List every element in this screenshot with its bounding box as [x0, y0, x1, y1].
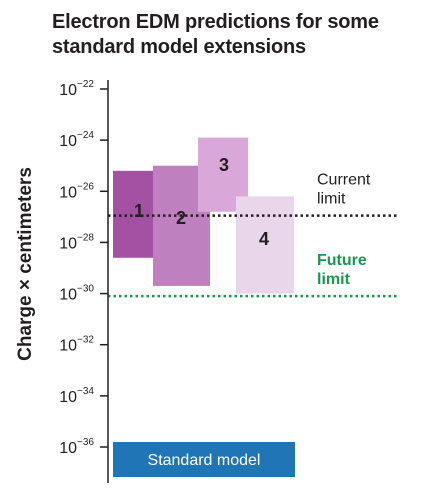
standard-model-label: Standard model	[148, 452, 261, 469]
range-bar-4	[236, 196, 294, 294]
chart-title-line-1: Electron EDM predictions for some	[52, 11, 379, 33]
chart-title-line-2: standard model extensions	[52, 36, 306, 58]
y-tick-label: 10−24	[59, 130, 94, 150]
future-limit-label: limit	[317, 271, 351, 288]
y-tick-label: 10−36	[59, 437, 94, 457]
y-tick-label: 10−22	[59, 79, 94, 99]
range-bar-label-3: 3	[219, 155, 229, 175]
range-bar-label-2: 2	[176, 208, 186, 228]
current-limit-label: limit	[317, 191, 346, 208]
y-tick-label: 10−26	[59, 181, 94, 201]
y-tick-label: 10−32	[59, 335, 94, 355]
y-tick-label: 10−34	[59, 386, 94, 406]
chart-title: Electron EDM predictions for some standa…	[52, 10, 379, 60]
future-limit-label: Future	[317, 252, 367, 269]
y-tick-label: 10−30	[59, 284, 94, 304]
y-tick-label: 10−28	[59, 232, 94, 252]
standard-model-box	[113, 442, 295, 477]
range-bar-label-4: 4	[259, 229, 269, 249]
current-limit-label: Current	[317, 172, 371, 189]
range-bar-label-1: 1	[134, 201, 144, 221]
